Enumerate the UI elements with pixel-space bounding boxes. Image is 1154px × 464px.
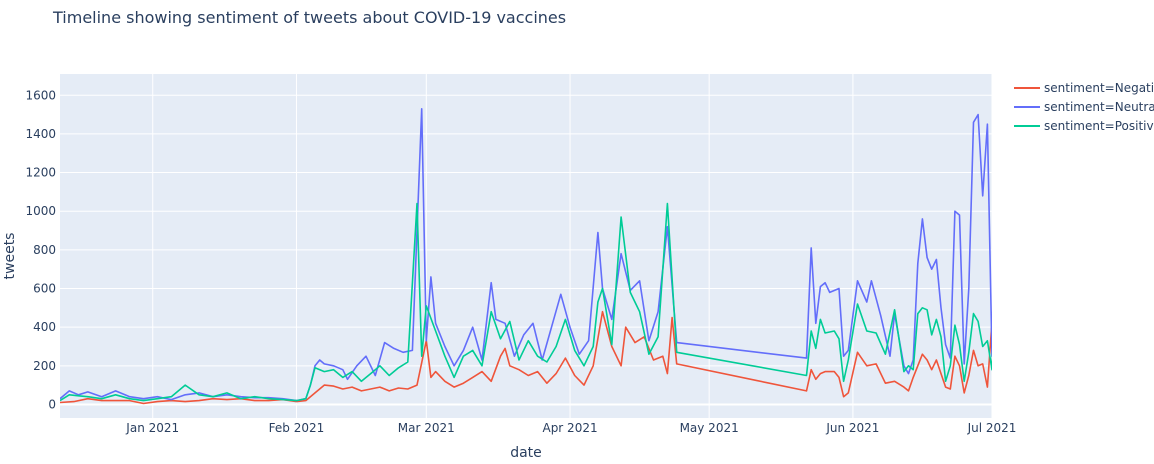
x-tick-label: May 2021 <box>680 421 739 435</box>
x-axis-label: date <box>510 445 542 461</box>
series-line <box>60 202 992 402</box>
y-axis-label: tweets <box>2 233 18 280</box>
x-tick-label: Mar 2021 <box>398 421 455 435</box>
x-tick-label: Jul 2021 <box>967 421 1017 435</box>
y-tick-label: 1000 <box>25 204 56 218</box>
grid-lines <box>60 74 993 418</box>
y-axis-ticks: 0 200 400 600 800 1000 1200 1400 1600 <box>25 88 56 411</box>
x-tick-label: Apr 2021 <box>542 421 597 435</box>
legend-label[interactable]: sentiment=Positive <box>1044 119 1154 133</box>
y-tick-label: 1400 <box>25 127 56 141</box>
legend-label[interactable]: sentiment=Negative <box>1044 81 1154 95</box>
x-tick-label: Feb 2021 <box>269 421 325 435</box>
y-tick-label: 400 <box>33 320 56 334</box>
x-tick-label: Jun 2021 <box>825 421 879 435</box>
chart-title: Timeline showing sentiment of tweets abo… <box>52 8 566 27</box>
y-tick-label: 200 <box>33 359 56 373</box>
y-tick-label: 600 <box>33 282 56 296</box>
y-tick-label: 1200 <box>25 166 56 180</box>
x-tick-label: Jan 2021 <box>125 421 179 435</box>
y-tick-label: 1600 <box>25 88 56 102</box>
y-tick-label: 0 <box>48 397 56 411</box>
series-lines <box>60 108 992 405</box>
x-axis-ticks: Jan 2021 Feb 2021 Mar 2021 Apr 2021 May 2021… <box>125 421 1016 435</box>
legend: sentiment=Negative sentiment=Neutral senti… <box>1014 81 1154 133</box>
series-line <box>60 108 992 402</box>
legend-label[interactable]: sentiment=Neutral <box>1044 100 1154 114</box>
plot-area <box>60 74 992 418</box>
y-tick-label: 800 <box>33 243 56 257</box>
